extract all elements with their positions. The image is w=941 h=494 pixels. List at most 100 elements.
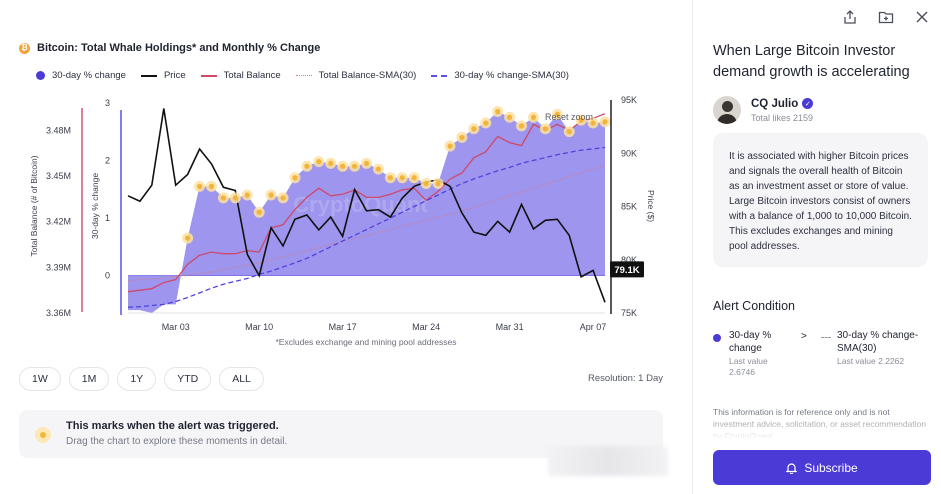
legend-label: Price (163, 70, 186, 81)
x-tick-label: Mar 17 (329, 322, 357, 332)
alert-marker (542, 126, 548, 132)
price-tag-background (610, 261, 644, 278)
range-button-1m[interactable]: 1M (68, 367, 110, 391)
condition-right-name: 30-day % change-SMA(30) (837, 330, 919, 354)
y-tick-label-right: 85K (621, 202, 637, 212)
alert-marker (328, 160, 334, 166)
blurred-placeholder (548, 446, 668, 476)
alert-marker (244, 192, 250, 198)
range-button-1y[interactable]: 1Y (117, 367, 157, 391)
legend-label: Total Balance (223, 70, 281, 81)
alert-marker (530, 114, 537, 120)
series-dot-icon (713, 334, 721, 342)
avatar[interactable] (713, 96, 741, 124)
alert-marker (483, 120, 489, 126)
legend-item-total-balance[interactable]: Total Balance (200, 70, 281, 81)
alert-marker (423, 180, 429, 187)
alert-marker (232, 195, 238, 201)
price-tag-label: 79.1K (614, 265, 639, 276)
alert-marker (208, 183, 215, 189)
alert-marker (185, 235, 191, 241)
panel-toolbar (841, 8, 931, 26)
legend-swatch (431, 74, 448, 77)
y-tick-label-right: 90K (621, 148, 637, 158)
alert-marker (387, 175, 393, 181)
y-tick-label-left-outer: 3.45M (46, 171, 71, 181)
share-icon[interactable] (841, 8, 859, 26)
alert-marker (280, 195, 286, 201)
alert-marker-icon (35, 427, 51, 443)
range-button-ytd[interactable]: YTD (164, 367, 212, 391)
y-tick-label-left-outer: 3.36M (46, 308, 71, 318)
alert-condition-title: Alert Condition (713, 299, 795, 313)
resolution-label: Resolution: 1 Day (588, 373, 663, 384)
alert-marker (363, 160, 370, 166)
alert-side-panel: When Large Bitcoin Investor demand growt… (692, 0, 941, 494)
scroll-fade (693, 414, 941, 440)
chart-title: ₿ Bitcoin: Total Whale Holdings* and Mon… (19, 42, 320, 54)
author-info: CQ Julio ✓ Total likes 2159 (751, 97, 814, 123)
bitcoin-icon: ₿ (19, 42, 30, 54)
legend-swatch (140, 74, 157, 77)
author-name-text[interactable]: CQ Julio (751, 97, 799, 110)
y-tick-label-left-inner: 1 (105, 213, 110, 223)
y-tick-label-right: 80K (621, 255, 637, 265)
alert-note-subtitle: Drag the chart to explore these moments … (66, 436, 288, 447)
subscribe-label: Subscribe (804, 460, 858, 475)
x-tick-label: Mar 10 (245, 322, 273, 332)
legend-item-30day-change[interactable]: 30-day % change (36, 70, 126, 81)
y-tick-label-left-inner: 0 (105, 271, 110, 281)
y-tick-label-left-outer: 3.39M (46, 262, 71, 272)
legend-item-total-balance-sma[interactable]: Total Balance-SMA(30) (295, 70, 417, 81)
watermark: CryptoQuant (293, 192, 428, 217)
alert-marker (375, 166, 382, 172)
legend-item-change-sma[interactable]: 30-day % change-SMA(30) (431, 70, 569, 81)
legend-label: 30-day % change-SMA(30) (454, 70, 569, 81)
chart-panel: ₿ Bitcoin: Total Whale Holdings* and Mon… (0, 42, 692, 476)
alert-marker (471, 126, 477, 132)
alert-marker (411, 175, 417, 181)
chart-canvas[interactable]: CryptoQuant3.36M3.39M3.42M3.45M3.48M0123… (0, 90, 692, 352)
legend-swatch (36, 71, 45, 80)
range-selector: 1W 1M 1Y YTD ALL (19, 367, 264, 391)
condition-operator: > (801, 331, 807, 342)
x-tick-label: Mar 24 (412, 322, 440, 332)
condition-left: 30-day % change Last value 2.6746 (729, 329, 793, 378)
alert-marker (554, 111, 560, 117)
alert-marker (507, 114, 513, 120)
y-tick-label-right: 95K (621, 95, 637, 105)
author-block[interactable]: CQ Julio ✓ Total likes 2159 (713, 96, 814, 124)
range-button-all[interactable]: ALL (219, 367, 264, 391)
alert-note-title: This marks when the alert was triggered. (66, 420, 279, 432)
alert-marker (268, 192, 274, 198)
x-tick-label: Mar 03 (162, 322, 190, 332)
alert-marker (459, 134, 465, 141)
alert-marker (196, 183, 203, 189)
alert-marker (590, 120, 596, 126)
author-likes: Total likes 2159 (751, 112, 814, 123)
subscribe-button[interactable]: Subscribe (713, 450, 931, 485)
author-name: CQ Julio ✓ (751, 97, 814, 110)
x-tick-label: Mar 31 (496, 322, 524, 332)
alert-marker (495, 108, 501, 115)
y-tick-label-left-outer: 3.48M (46, 125, 71, 135)
chart-footnote: *Excludes exchange and mining pool addre… (276, 337, 457, 347)
series-line-total-balance (127, 113, 606, 293)
legend-swatch (295, 75, 312, 76)
condition-left-name: 30-day % change (729, 330, 772, 354)
y-tick-label-left-inner: 2 (105, 155, 110, 165)
y-axis-title-left-outer: Total Balance (# of Bitcoin) (29, 155, 39, 256)
legend-item-price[interactable]: Price (140, 70, 186, 81)
description: It is associated with higher Bitcoin pri… (713, 133, 928, 267)
add-to-folder-icon[interactable] (877, 8, 895, 26)
legend-label: Total Balance-SMA(30) (318, 70, 417, 81)
y-axis-title-right: Price ($) (646, 190, 656, 222)
legend-label: 30-day % change (52, 70, 126, 81)
condition-right-value: Last value 2.2262 (837, 356, 905, 366)
y-axis-title-left-inner: 30-day % change (90, 173, 100, 239)
reset-zoom-button[interactable]: Reset zoom (545, 112, 593, 122)
y-tick-label-right: 75K (621, 308, 637, 318)
range-button-1w[interactable]: 1W (19, 367, 61, 391)
close-icon[interactable] (913, 8, 931, 26)
condition-right: 30-day % change-SMA(30) Last value 2.226… (837, 329, 937, 367)
